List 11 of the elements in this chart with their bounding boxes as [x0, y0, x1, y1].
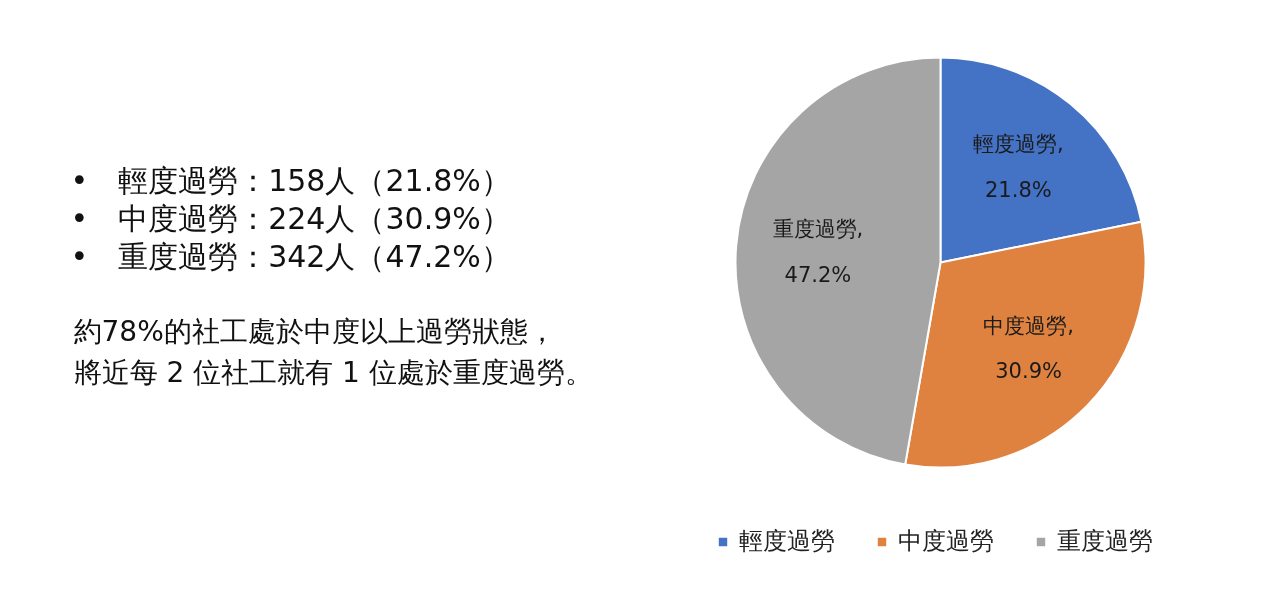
text: • 重度過勞：342人（47.2%） [70, 239, 511, 274]
text: • 中度過勞：224人（30.9%） [70, 201, 511, 236]
text: 將近每 2 位社工就有 1 位處於重度過勞。 [73, 356, 593, 389]
legend-label: 重度過勞 [1057, 526, 1153, 557]
legend-label: 中度過勞 [898, 526, 994, 557]
text: 約78%的社工處於中度以上過勞狀態， [73, 315, 556, 348]
data-label: 中度過勞, 30.9% [983, 313, 1074, 384]
legend-label: 輕度過勞 [739, 526, 835, 557]
data-label: 重度過勞, 47.2% [772, 217, 864, 287]
text: • 輕度過勞：158人（21.8%） [70, 163, 511, 198]
data-label: 輕度過勞, 21.8% [973, 132, 1064, 203]
